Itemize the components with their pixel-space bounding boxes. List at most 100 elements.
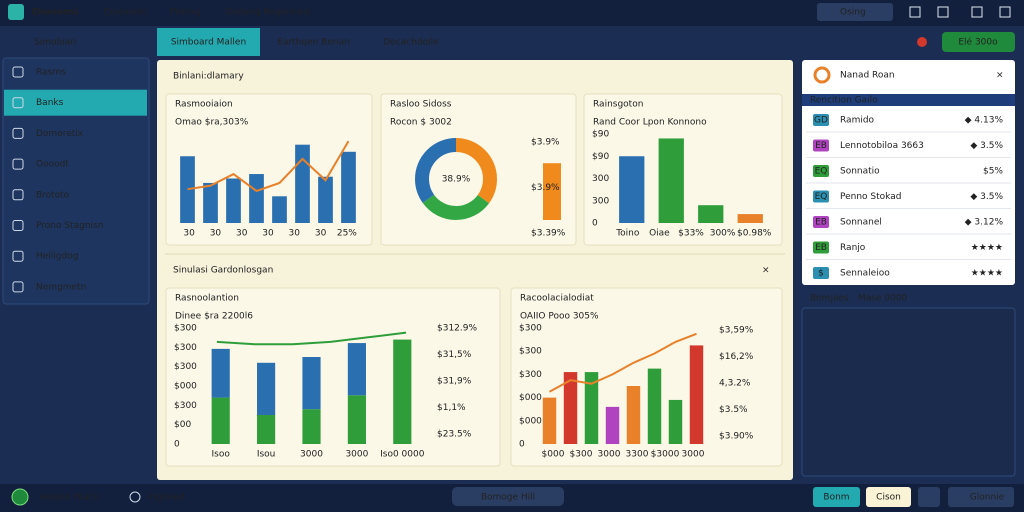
y-label: $300	[174, 343, 197, 353]
side-label: $23.5%	[437, 430, 472, 440]
card-headline: Rand Coor Lpon Konnono	[593, 118, 707, 128]
tab[interactable]: Simboard Mallen	[171, 38, 246, 48]
item-icon	[12, 127, 24, 139]
tab[interactable]: Earthqen Benan	[277, 38, 350, 48]
panel-title: Nanad Roan	[840, 71, 895, 81]
notification[interactable]	[917, 37, 927, 47]
side-label: $3.9%	[531, 183, 560, 193]
badge-text: EQ	[815, 192, 828, 202]
close-button[interactable]: ×	[762, 266, 770, 276]
bar	[318, 176, 333, 223]
sidebar-title: Simobiari	[34, 38, 76, 48]
sidebar-item[interactable]: Prono Stagnisn	[36, 221, 103, 231]
top-link[interactable]: Gadorig Rogenoeis	[225, 8, 310, 18]
side-bar	[543, 163, 561, 220]
window-icon[interactable]	[971, 6, 983, 18]
sidebar-item[interactable]: Brototo	[36, 190, 70, 200]
active-item[interactable]	[4, 89, 147, 116]
search-box[interactable]	[817, 3, 893, 21]
button[interactable]	[813, 487, 860, 507]
x-label: $000	[542, 450, 565, 460]
window-icon[interactable]	[937, 6, 949, 18]
side-label: $3.90%	[719, 432, 754, 442]
sidebar-item[interactable]: Rasms	[36, 68, 66, 78]
y-label: $90	[592, 130, 609, 140]
bar-segment	[347, 395, 366, 444]
sidebar-item[interactable]: Heiligdog	[36, 252, 78, 262]
bar	[542, 397, 557, 444]
badge	[813, 190, 829, 203]
card-label: Rasmooiaion	[175, 100, 233, 110]
y-label: 300	[592, 174, 609, 184]
y-label: $00	[174, 420, 191, 430]
trend-line	[187, 140, 350, 193]
donut-center: 38.9%	[442, 175, 471, 185]
x-label: 30	[262, 229, 274, 239]
item-icon	[12, 189, 24, 201]
sidebar-item[interactable]: Domoretix	[36, 129, 84, 139]
badge	[813, 267, 829, 279]
bar	[249, 174, 264, 223]
window-icon[interactable]	[999, 6, 1011, 18]
item-icon	[12, 281, 24, 293]
tab[interactable]: Decachdoile	[383, 38, 439, 48]
bar	[668, 399, 683, 444]
logo	[8, 4, 24, 20]
status: Aelano Hiaris	[40, 493, 100, 503]
card-headline: Rocon $ 3002	[390, 118, 452, 128]
brand: Ekonomü	[32, 8, 78, 18]
badge-text: GD	[814, 116, 828, 126]
active-tab[interactable]	[157, 28, 260, 56]
x-label: 30	[210, 229, 222, 239]
card	[165, 287, 501, 467]
button-label: Glonnie	[970, 493, 1005, 503]
close-button[interactable]: ×	[996, 71, 1004, 81]
sidebar-item[interactable]: Oooodt	[36, 160, 69, 170]
y-label: $300	[174, 324, 197, 334]
bar-segment	[257, 415, 276, 444]
balance-pill[interactable]	[942, 32, 1015, 52]
row-name[interactable]: Lennotobiloa 3663	[840, 141, 924, 151]
center-pill[interactable]	[452, 487, 564, 506]
bar-segment	[211, 348, 230, 398]
balance: Elé 300o	[958, 37, 998, 48]
bar	[605, 406, 620, 444]
toggle-label: Ingoned	[148, 493, 185, 503]
row-name[interactable]: Sonnanel	[840, 218, 882, 228]
center-text: Bomoge Hill	[481, 493, 535, 503]
button[interactable]	[948, 487, 1014, 507]
row-name[interactable]: Ranjo	[840, 243, 866, 253]
side-label: $3.5%	[719, 405, 748, 415]
window-icon[interactable]	[909, 6, 921, 18]
sidebar-item[interactable]: Nemgmetn	[36, 282, 86, 292]
row-name[interactable]: Sennaleioo	[840, 269, 890, 279]
sidebar-item[interactable]: Banks	[36, 98, 64, 108]
button-label: Bonm	[823, 493, 849, 503]
row-value: ◆ 3.12%	[965, 218, 1004, 228]
bar	[341, 151, 356, 223]
y-label: $000	[174, 382, 197, 392]
side-label: $31,5%	[437, 350, 472, 360]
panel-icon	[813, 66, 831, 84]
button-label: Cison	[876, 493, 901, 503]
y-label: 0	[592, 219, 598, 229]
card-headline: Omao $ra,303%	[175, 118, 249, 128]
toggle[interactable]	[129, 491, 141, 503]
bar	[698, 205, 724, 223]
row-value: ◆ 3.5%	[970, 141, 1003, 151]
panel-subtitle: Rencition Gailo	[810, 96, 878, 106]
top-link[interactable]: Pricing	[170, 8, 200, 18]
row-name[interactable]: Ramido	[840, 116, 875, 126]
x-label: 3000	[300, 450, 323, 460]
badge	[813, 114, 829, 126]
row-name[interactable]: Sonnatio	[840, 167, 880, 177]
icon-button[interactable]	[918, 487, 940, 507]
bar	[647, 368, 662, 444]
item-icon	[12, 250, 24, 262]
row-name[interactable]: Penno Stokad	[840, 192, 901, 202]
side-label: 4,3.2%	[719, 379, 751, 389]
button[interactable]	[866, 487, 911, 507]
panel-footer: Bomjoes	[810, 294, 849, 304]
status-icon	[11, 488, 29, 506]
